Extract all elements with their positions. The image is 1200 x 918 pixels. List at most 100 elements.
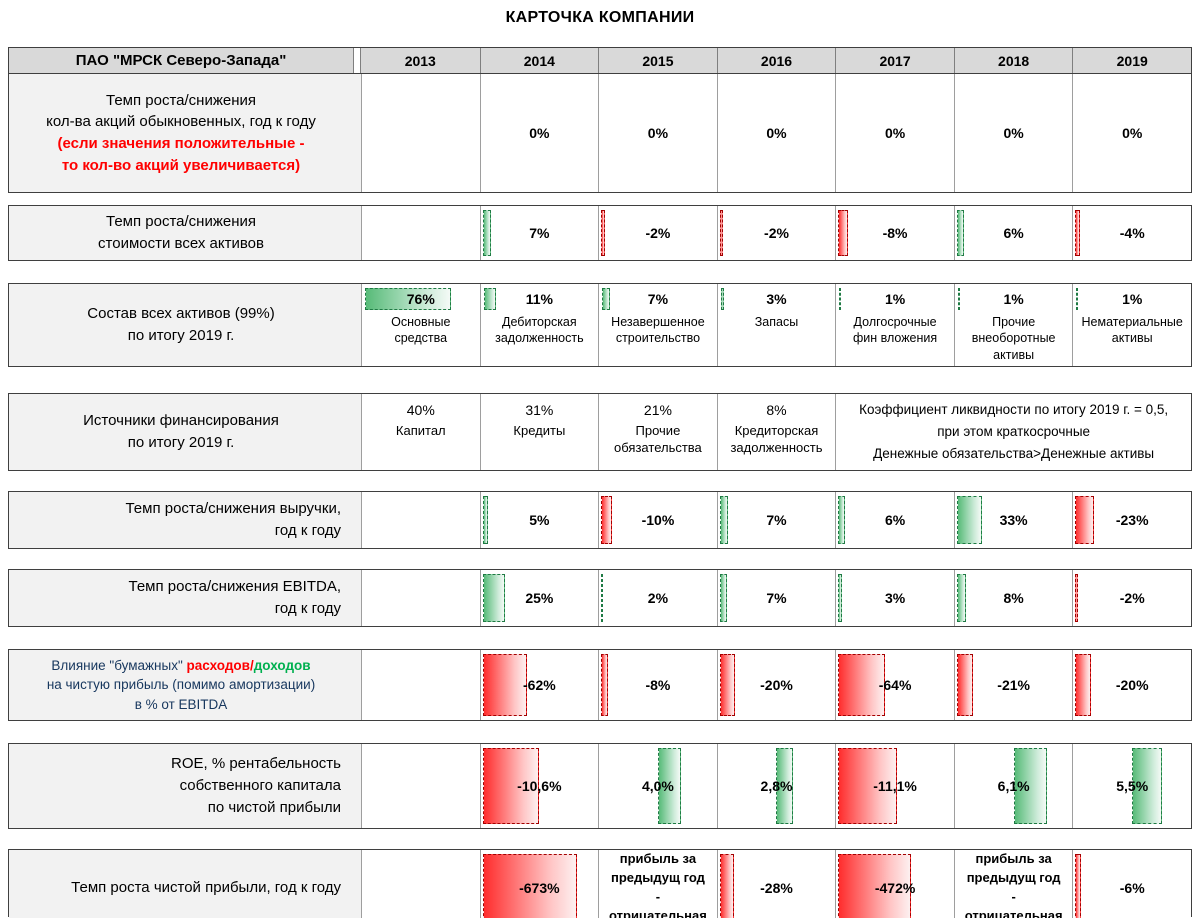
value-text: 8% xyxy=(1003,590,1024,606)
label-line: Темп роста/снижения EBITDA, xyxy=(128,578,342,596)
label-line: в % от EBITDA xyxy=(134,696,228,712)
label-line: собственного капитала xyxy=(179,777,341,795)
cell-2019: 1% Нематериальные активы xyxy=(1072,284,1191,366)
value-text: -64% xyxy=(878,677,912,693)
year-header-2019: 2019 xyxy=(1072,48,1191,73)
data-bar xyxy=(1076,288,1079,310)
cell-2013: 76% Основные средства xyxy=(361,284,480,366)
value-text: -20% xyxy=(1115,677,1149,693)
data-bar xyxy=(482,210,491,256)
cell-2018: 0% xyxy=(953,74,1073,192)
data-bar xyxy=(719,574,727,622)
cell-2013 xyxy=(361,570,480,626)
value-text: -472% xyxy=(874,879,916,896)
cell-2014: 31% Кредиты xyxy=(479,394,599,470)
cell-2013 xyxy=(361,650,480,720)
year-header-2015: 2015 xyxy=(598,48,717,73)
row-label-paper: Влияние "бумажных" расходов/доходов на ч… xyxy=(9,650,353,720)
category-label: Прочие обязательства xyxy=(614,423,702,455)
cell-2017: -472% xyxy=(835,850,954,918)
label-line: Темп роста/снижения xyxy=(106,213,256,231)
cell-2016: 8% Кредиторская задолженность xyxy=(716,394,836,470)
category-label: Основные средства xyxy=(391,315,451,346)
cell-2018: 8% xyxy=(953,570,1073,626)
label-spacer xyxy=(353,394,361,470)
value-text: -2% xyxy=(764,225,789,241)
data-bar xyxy=(719,210,724,256)
row-financing: Источники финансирования по итогу 2019 г… xyxy=(8,393,1192,471)
data-bar xyxy=(1075,854,1082,918)
cell-2018: 33% xyxy=(953,492,1073,548)
value-text: 7% xyxy=(529,225,550,241)
data-bar xyxy=(838,496,846,544)
value-text: 2% xyxy=(647,590,669,606)
label-spacer xyxy=(353,744,361,828)
label-spacer xyxy=(353,74,361,192)
value-text: 1% xyxy=(884,291,906,307)
cell-2014: 5% xyxy=(479,492,599,548)
label-line: Состав всех активов (99%) xyxy=(87,305,275,323)
value-text: 4,0% xyxy=(641,778,674,794)
value-text: 7% xyxy=(766,590,787,606)
cell-2015: 21% Прочие обязательства xyxy=(598,394,717,470)
row-label-shares: Темп роста/снижения кол-ва акций обыкнов… xyxy=(9,74,353,192)
cell-2018: 6% xyxy=(953,206,1073,260)
data-bar xyxy=(838,854,912,918)
category-label: Нематериальные активы xyxy=(1081,315,1183,346)
data-bar xyxy=(839,288,842,310)
data-bar xyxy=(719,496,728,544)
cell-2013 xyxy=(361,74,480,192)
table-header-row: ПАО "МРСК Северо-Запада" 2013 2014 2015 … xyxy=(9,48,1191,74)
value-text: -10,6% xyxy=(517,778,562,794)
category-label: Кредиторская задолженность xyxy=(730,423,823,455)
label-line: по чистой прибыли xyxy=(207,798,341,816)
label-line: год к году xyxy=(274,600,341,617)
cell-2014: -673% xyxy=(479,850,599,918)
liquidity-note: Коэффициент ликвидности по итогу 2019 г.… xyxy=(835,394,1191,470)
value-text: -2% xyxy=(645,225,671,241)
data-bar xyxy=(1075,574,1078,622)
cell-2014: 11% Дебиторская задолженность xyxy=(479,284,599,366)
value-text: 6% xyxy=(1003,225,1024,241)
cell-2019: 5,5% xyxy=(1072,744,1191,828)
data-bar xyxy=(1075,496,1095,544)
cell-2016: 7% xyxy=(716,492,836,548)
cell-2015: -10% xyxy=(598,492,717,548)
label-segment-red: расходов xyxy=(186,657,250,673)
note-line: Коэффициент ликвидности по итогу 2019 г.… xyxy=(859,401,1169,417)
data-bar xyxy=(956,210,964,256)
data-bar xyxy=(956,654,974,716)
label-line: ROE, % рентабельность xyxy=(170,755,341,773)
value-text: 5,5% xyxy=(1116,778,1149,794)
cell-2019: -23% xyxy=(1072,492,1191,548)
cell-2018: прибыль за предыдущ год - отрицательная xyxy=(953,850,1073,918)
value-text: 7% xyxy=(647,291,669,307)
cell-2017: 6% xyxy=(835,492,954,548)
cell-2016: -2% xyxy=(716,206,836,260)
row-net-profit-growth: Темп роста чистой прибыли, год к году -6… xyxy=(8,849,1192,918)
cell-2013 xyxy=(361,850,480,918)
cell-2016: 2,8% xyxy=(716,744,836,828)
data-bar xyxy=(601,210,605,256)
label-line: Источники финансирования xyxy=(83,412,279,430)
cell-2016: -28% xyxy=(716,850,836,918)
cell-2019: -20% xyxy=(1072,650,1191,720)
row-roe: ROE, % рентабельность собственного капит… xyxy=(8,743,1192,829)
cell-2015: 2% xyxy=(598,570,717,626)
label-segment: Влияние "бумажных" xyxy=(51,657,187,673)
note-line: Денежные обязательства>Денежные активы xyxy=(873,446,1155,462)
value-text: -23% xyxy=(1115,512,1149,528)
note-line: при этом краткосрочные xyxy=(937,423,1091,439)
value-text: 1% xyxy=(1003,291,1024,307)
value-text: -2% xyxy=(1119,590,1145,606)
label-spacer xyxy=(353,650,361,720)
value-text: -8% xyxy=(645,677,671,693)
label-line: кол-ва акций обыкновенных, год к году xyxy=(46,113,316,131)
cell-2013 xyxy=(361,206,480,260)
label-line: Влияние "бумажных" расходов/доходов xyxy=(19,656,343,676)
cell-2019: -2% xyxy=(1072,570,1191,626)
value-text: 33% xyxy=(999,512,1028,528)
negative-base-note: прибыль за предыдущ год - отрицательная xyxy=(609,851,707,918)
label-note-red: (если значения положительные - xyxy=(57,135,305,152)
